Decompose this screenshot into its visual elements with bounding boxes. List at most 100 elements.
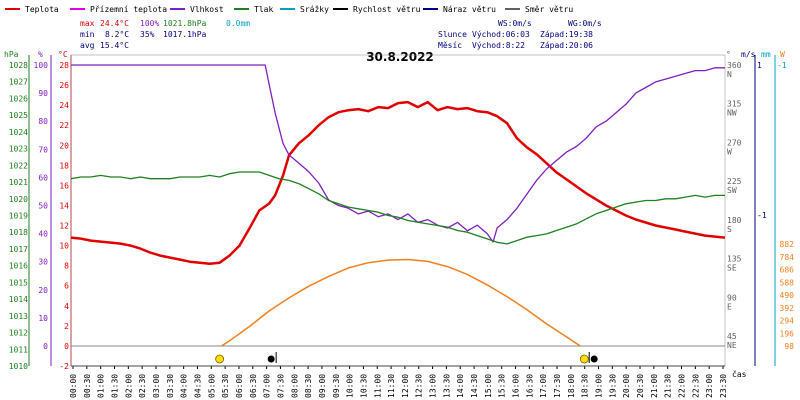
- axis-c-label: °C: [58, 50, 68, 59]
- axis-w-tick: 686: [780, 266, 795, 275]
- x-tick-label: 20:00: [622, 374, 631, 398]
- x-tick-label: 17:00: [539, 374, 548, 398]
- axis-hpa-label: hPa: [4, 50, 19, 59]
- axis-hpa-tick: 1014: [9, 295, 28, 304]
- stat-max-press: 1021.8hPa: [163, 19, 207, 28]
- x-tick-label: 10:30: [359, 374, 368, 398]
- legend-label: Směr větru: [525, 5, 573, 14]
- axis-c-tick: 22: [59, 121, 69, 130]
- legend-item: Náraz větru: [423, 5, 496, 14]
- x-tick-label: 07:30: [276, 374, 285, 398]
- axis-deg-tick: 90: [727, 293, 737, 302]
- sun-rise: Východ:06:03: [472, 30, 530, 39]
- axis-deg-dir: SW: [727, 186, 737, 195]
- axis-mm-label: mm: [761, 50, 771, 59]
- axis-deg-tick: 270: [727, 138, 742, 147]
- axis-w-tick: 588: [780, 278, 795, 287]
- x-tick-label: 04:00: [180, 374, 189, 398]
- axis-hpa-tick: 1022: [9, 161, 28, 170]
- axis-deg-dir: S: [727, 225, 732, 234]
- axis-deg-dir: SE: [727, 264, 737, 273]
- axis-deg-tick: 180: [727, 216, 742, 225]
- stat-ws: WS:0m/s: [498, 19, 532, 28]
- axis-hpa-tick: 1020: [9, 195, 28, 204]
- x-tick-label: 18:30: [581, 374, 590, 398]
- axis-hpa-tick: 1027: [9, 78, 28, 87]
- series-line-vlhkost: [71, 64, 725, 243]
- axis-pct-tick: 80: [38, 117, 48, 126]
- axis-pct-tick: 60: [38, 173, 48, 182]
- axis-c-tick: 20: [59, 141, 69, 150]
- x-tick-label: 03:30: [166, 374, 175, 398]
- x-tick-label: 23:00: [705, 374, 714, 398]
- x-tick-label: 21:00: [650, 374, 659, 398]
- axis-hpa-tick: 1023: [9, 145, 28, 154]
- axis-hpa-tick: 1010: [9, 362, 28, 371]
- axis-w-tick: 392: [780, 304, 795, 313]
- x-tick-label: 15:00: [484, 374, 493, 398]
- legend-label: Vlhkost: [190, 5, 224, 14]
- x-axis-label: čas: [732, 369, 747, 379]
- x-tick-label: 02:30: [138, 374, 147, 398]
- x-tick-label: 09:30: [332, 374, 341, 398]
- axis-pct-tick: 50: [38, 202, 48, 211]
- legend-item: Vlhkost: [170, 5, 224, 14]
- series-line-tlak: [70, 171, 725, 245]
- axis-deg-dir: NE: [727, 341, 737, 350]
- axis-c-tick: 16: [59, 181, 69, 190]
- axis-hpa-tick: 1028: [9, 61, 28, 70]
- x-tick-label: 19:30: [608, 374, 617, 398]
- x-tick-label: 23:30: [719, 374, 728, 398]
- x-tick-label: 18:00: [567, 374, 576, 398]
- moon-rise: Východ:8:22: [472, 41, 525, 50]
- legend: Teplota Přízemní teplota Vlhkost Tlak Sr…: [5, 5, 573, 14]
- x-tick-label: 00:00: [69, 374, 78, 398]
- plot-frame: [70, 54, 726, 367]
- series-line-sluneční záření: [221, 258, 581, 347]
- moon-label: Měsíc: [438, 41, 462, 50]
- x-tick-label: 08:00: [290, 374, 299, 398]
- axis-hpa-tick: 1025: [9, 111, 28, 120]
- stat-avg-label: avg: [80, 41, 95, 50]
- axis-mm-tick: -1: [777, 61, 787, 70]
- axis-hpa-tick: 1021: [9, 178, 28, 187]
- axis-c-tick: 12: [59, 222, 69, 231]
- x-tick-label: 10:00: [346, 374, 355, 398]
- stat-max-rain: 0.0mm: [226, 19, 250, 28]
- axis-deg-tick: 45: [727, 332, 737, 341]
- axis-hpa-tick: 1026: [9, 94, 28, 103]
- axis-c-tick: 0: [64, 342, 69, 351]
- x-axis-ticks: 00:00 00:30 01:00 01:30 02:00 02:30 03:00 03:30…: [69, 366, 728, 398]
- axis-w-tick: 294: [780, 317, 795, 326]
- legend-item: Rychlost větru: [333, 5, 421, 14]
- axis-ms-label: m/s: [741, 50, 756, 59]
- axis-c-tick: 24: [59, 101, 69, 110]
- x-tick-label: 04:30: [193, 374, 202, 398]
- x-tick-label: 20:30: [636, 374, 645, 398]
- axis-pct-tick: 30: [38, 258, 48, 267]
- axis-deg-tick: 315: [727, 100, 742, 109]
- moonrise-marker: [267, 355, 275, 363]
- x-tick-label: 01:00: [97, 374, 106, 398]
- moon-set: Západ:20:06: [540, 41, 593, 50]
- axis-hpa-tick: 1019: [9, 212, 28, 221]
- axis-ms-tick: 1: [757, 61, 762, 70]
- legend-label: Teplota: [25, 5, 59, 14]
- sun-label: Slunce: [438, 30, 467, 39]
- axis-deg-dir: E: [727, 302, 732, 311]
- x-tick-label: 00:30: [83, 374, 92, 398]
- axis-hpa-tick: 1013: [9, 312, 28, 321]
- stat-avg-temp: 15.4°C: [100, 41, 129, 50]
- x-tick-label: 11:00: [373, 374, 382, 398]
- axis-c-tick: 6: [64, 282, 69, 291]
- x-tick-label: 05:30: [221, 374, 230, 398]
- axis-hpa-tick: 1017: [9, 245, 28, 254]
- axis-ticks: 1028102710261025102410231022102110201019…: [9, 61, 794, 371]
- x-tick-label: 16:30: [525, 374, 534, 398]
- event-markers: [215, 352, 598, 364]
- axis-deg-tick: 135: [727, 255, 742, 264]
- axis-deg-tick: 225: [727, 177, 742, 186]
- axis-pct-tick: 10: [38, 314, 48, 323]
- stat-min-temp: 8.2°C: [105, 30, 129, 39]
